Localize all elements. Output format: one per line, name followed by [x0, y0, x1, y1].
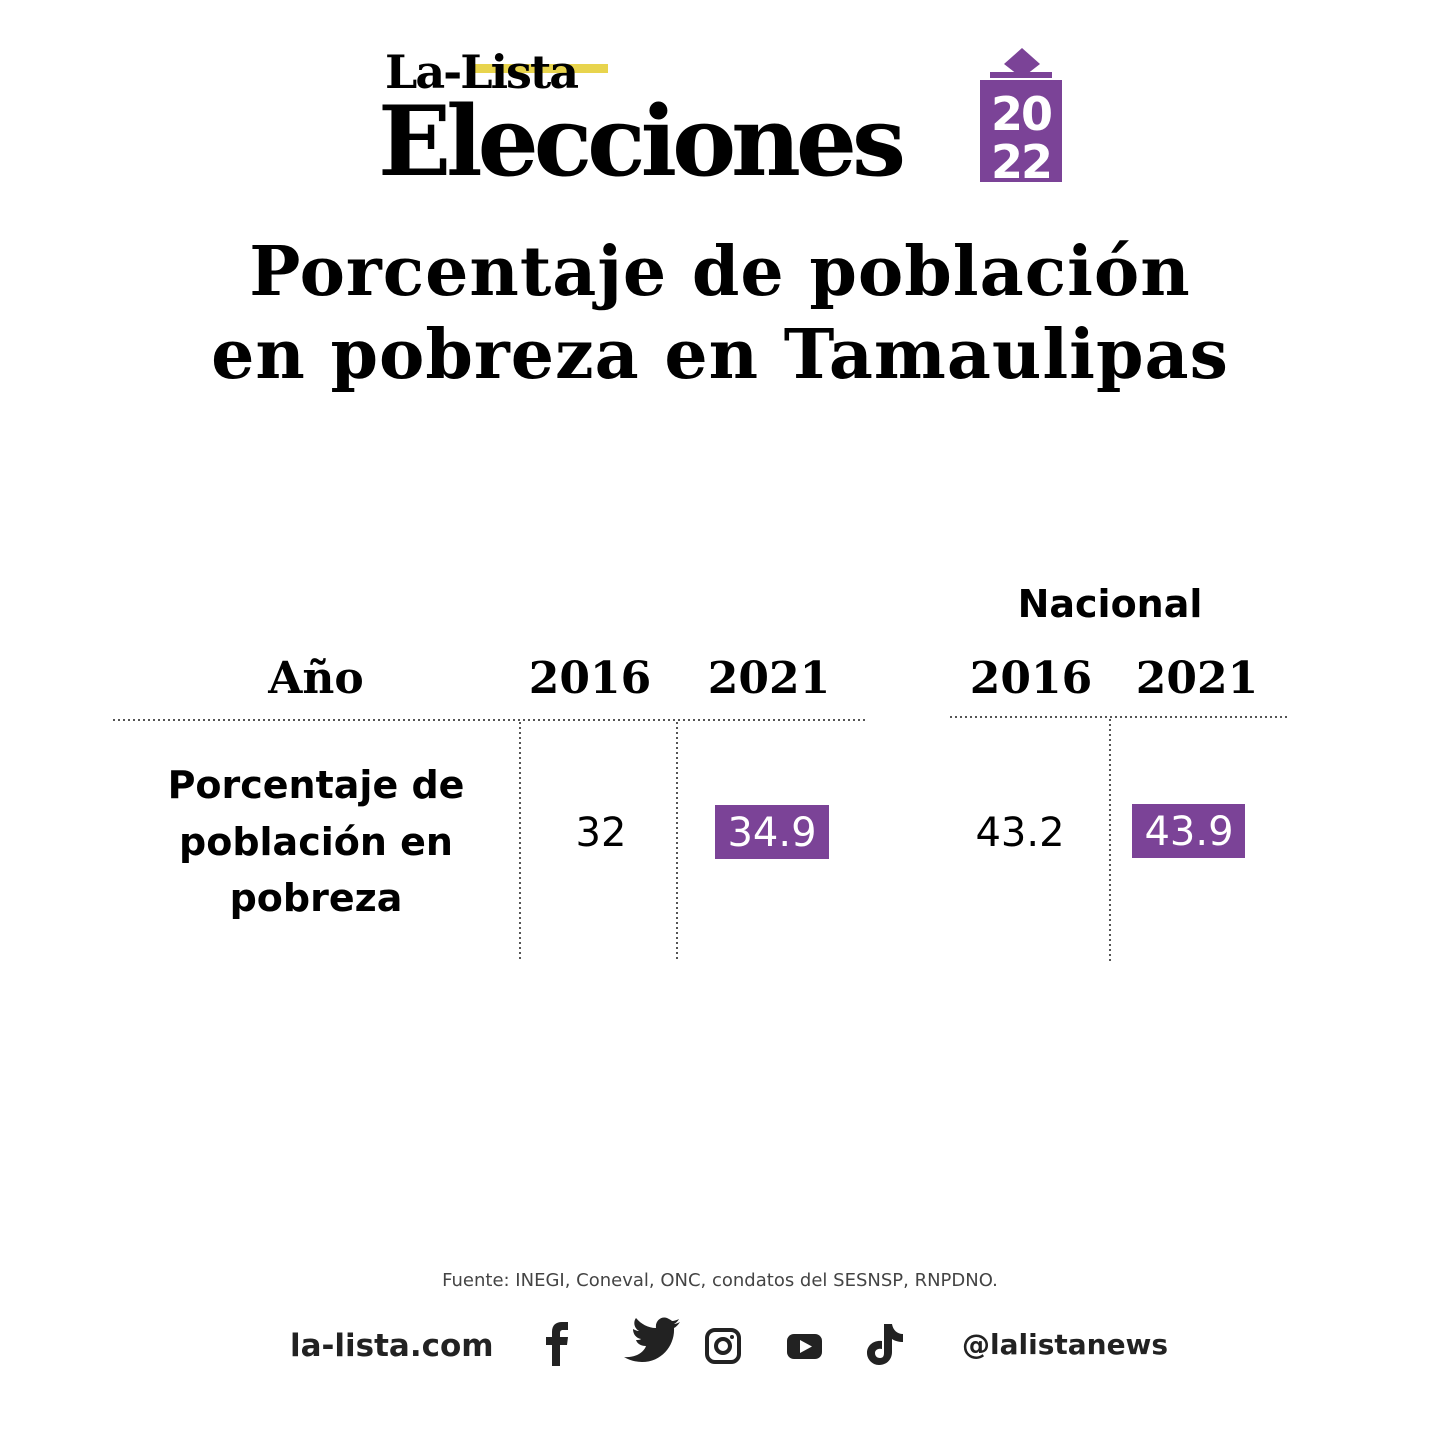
- brand: La-Lista: [385, 45, 578, 99]
- ballot: [1004, 48, 1040, 78]
- cell: 32: [576, 810, 627, 856]
- row-label: Porcentaje de: [168, 763, 465, 807]
- title-line: Porcentaje de población: [249, 232, 1190, 312]
- cell: 43.2: [975, 810, 1064, 856]
- instagram-icon[interactable]: [705, 1328, 741, 1364]
- year-bottom: 22: [991, 135, 1051, 189]
- brand-strike: [470, 64, 608, 73]
- row-label: población en: [179, 820, 453, 864]
- column-header: 2021: [708, 653, 830, 704]
- cell: 34.9: [727, 810, 816, 856]
- highlight: [1132, 804, 1245, 858]
- group-header: Nacional: [1018, 582, 1203, 626]
- row-label: pobreza: [230, 876, 403, 920]
- cell: 43.9: [1144, 809, 1233, 855]
- column-header: 2021: [1136, 653, 1258, 704]
- tiktok-icon[interactable]: [867, 1324, 903, 1365]
- highlight: [715, 805, 829, 859]
- instagram-dot: [730, 1335, 734, 1339]
- column-header: 2016: [529, 653, 651, 704]
- ballot-box: [980, 80, 1062, 182]
- twitter-icon[interactable]: [624, 1317, 680, 1362]
- column-header: 2016: [970, 653, 1092, 704]
- section-title: Elecciones: [378, 85, 903, 198]
- site: la-lista.com: [290, 1328, 494, 1364]
- year-top: 20: [991, 87, 1051, 141]
- youtube-play: [800, 1340, 812, 1353]
- instagram-lens: [714, 1337, 732, 1355]
- column-header: Año: [267, 653, 363, 704]
- source: Fuente: INEGI, Coneval, ONC, condatos de…: [442, 1270, 998, 1291]
- facebook-icon[interactable]: [546, 1322, 568, 1366]
- title-line: en pobreza en Tamaulipas: [211, 315, 1229, 395]
- ballot-slot: [990, 72, 1052, 78]
- handle: @lalistanews: [962, 1328, 1168, 1361]
